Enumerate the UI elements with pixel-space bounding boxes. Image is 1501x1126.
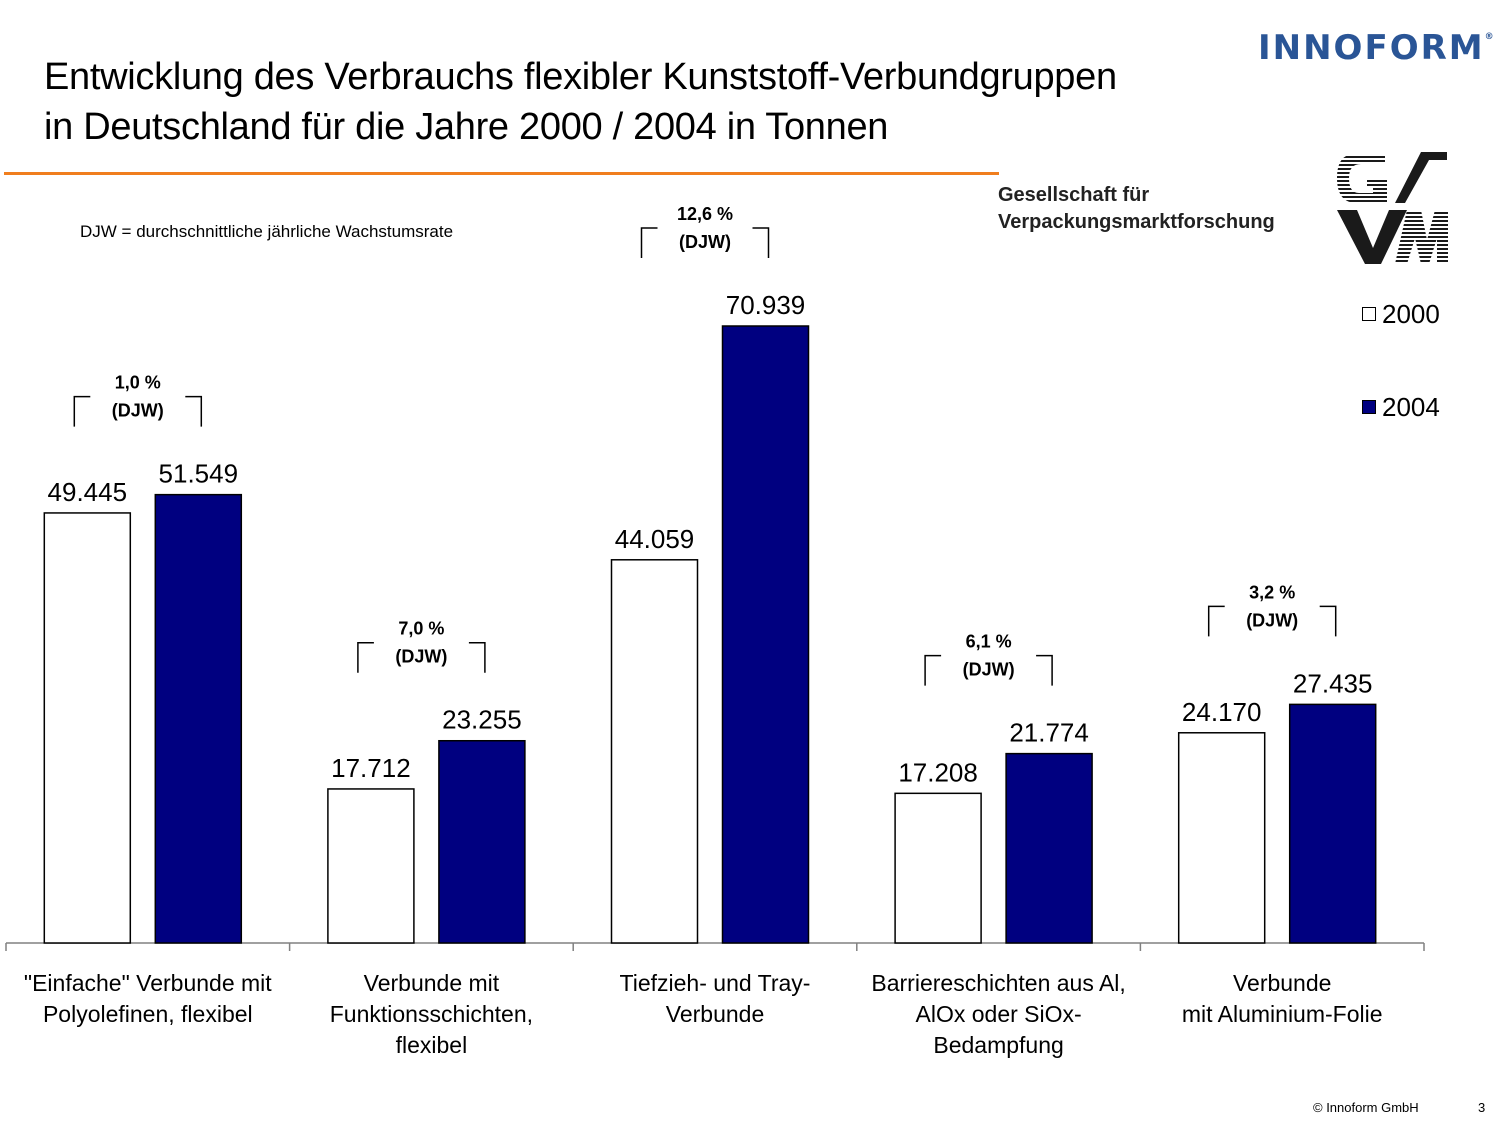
category-label: Barriereschichten aus Al, bbox=[871, 970, 1125, 996]
gvm-logo-icon bbox=[1337, 152, 1448, 264]
title-line-1: Entwicklung des Verbrauchs flexibler Kun… bbox=[44, 56, 1117, 98]
growth-rate-label: 3,2 % bbox=[1249, 582, 1295, 602]
bar-2004 bbox=[721, 325, 810, 944]
growth-unit-label: (DJW) bbox=[395, 647, 447, 667]
bar-2004 bbox=[1005, 752, 1093, 944]
legend-label-2004: 2004 bbox=[1382, 391, 1440, 422]
growth-rate-label: 7,0 % bbox=[398, 619, 444, 639]
growth-rate-label: 12,6 % bbox=[677, 204, 733, 224]
data-label: 51.549 bbox=[159, 459, 239, 489]
gvm-line-2: Verpackungsmarktforschung bbox=[998, 211, 1275, 233]
growth-bracket-left bbox=[1207, 605, 1225, 637]
growth-bracket-right bbox=[1036, 654, 1053, 686]
data-label: 49.445 bbox=[48, 477, 128, 507]
copyright-footer: © Innoform GmbH bbox=[1313, 1100, 1419, 1115]
title-line-2: in Deutschland für die Jahre 2000 / 2004… bbox=[44, 106, 889, 148]
bar-2004 bbox=[438, 739, 526, 944]
growth-bracket-left bbox=[73, 395, 91, 427]
growth-rate-label: 6,1 % bbox=[966, 632, 1012, 652]
data-label: 17.208 bbox=[898, 757, 978, 787]
category-label: Verbunde bbox=[1233, 970, 1331, 996]
gvm-name: Gesellschaft für Verpackungsmarktforschu… bbox=[998, 182, 1275, 236]
data-label: 23.255 bbox=[442, 705, 522, 735]
bar-2000 bbox=[1177, 732, 1266, 944]
category-label: "Einfache" Verbunde mit bbox=[24, 970, 272, 996]
growth-bracket-right bbox=[185, 395, 203, 427]
djw-legend-note: DJW = durchschnittliche jährliche Wachst… bbox=[80, 222, 454, 241]
data-label: 70.939 bbox=[726, 290, 806, 320]
growth-unit-label: (DJW) bbox=[679, 232, 731, 252]
bar-2004 bbox=[154, 493, 243, 944]
innoform-logo: INNOFORM® bbox=[1258, 28, 1494, 68]
legend-label-2000: 2000 bbox=[1382, 298, 1440, 329]
category-label: Funktionsschichten, bbox=[330, 1001, 533, 1027]
growth-bracket-left bbox=[640, 227, 658, 258]
legend-item-2004: 2004 bbox=[1362, 389, 1440, 425]
bar-2000 bbox=[327, 788, 415, 944]
legend-swatch-2004 bbox=[1362, 400, 1376, 414]
growth-bracket-right bbox=[752, 227, 770, 258]
growth-bracket-left bbox=[357, 641, 374, 673]
category-label: Polyolefinen, flexibel bbox=[43, 1001, 253, 1027]
chart-legend: 2000 2004 bbox=[1362, 296, 1440, 482]
category-label: Bedampfung bbox=[933, 1032, 1063, 1058]
legend-swatch-2000 bbox=[1362, 307, 1376, 321]
data-label: 21.774 bbox=[1009, 718, 1089, 748]
category-label: Verbunde mit bbox=[364, 970, 500, 996]
growth-bracket-left bbox=[924, 654, 942, 686]
growth-unit-label: (DJW) bbox=[1246, 610, 1298, 630]
title-divider bbox=[4, 172, 999, 175]
category-label: Tiefzieh- und Tray- bbox=[620, 970, 811, 996]
growth-unit-label: (DJW) bbox=[963, 660, 1015, 680]
growth-rate-label: 1,0 % bbox=[115, 373, 161, 393]
gvm-line-1: Gesellschaft für bbox=[998, 184, 1150, 206]
growth-unit-label: (DJW) bbox=[112, 401, 164, 421]
bar-2000 bbox=[43, 512, 132, 944]
category-label: Verbunde bbox=[666, 1001, 764, 1027]
page-number: 3 bbox=[1478, 1100, 1486, 1115]
page-title: Entwicklung des Verbrauchs flexibler Kun… bbox=[44, 52, 1117, 152]
bar-2000 bbox=[610, 559, 699, 944]
bar-2000 bbox=[894, 792, 982, 944]
data-label: 24.170 bbox=[1182, 697, 1262, 727]
category-label: mit Aluminium-Folie bbox=[1182, 1001, 1383, 1027]
legend-item-2000: 2000 bbox=[1362, 296, 1440, 332]
data-label: 44.059 bbox=[615, 524, 695, 554]
category-label: flexibel bbox=[396, 1032, 468, 1058]
growth-bracket-right bbox=[468, 641, 486, 673]
data-label: 17.712 bbox=[331, 753, 411, 783]
bar-2004 bbox=[1288, 703, 1377, 944]
growth-bracket-right bbox=[1319, 605, 1337, 637]
data-label: 27.435 bbox=[1293, 668, 1373, 698]
category-label: AlOx oder SiOx- bbox=[916, 1001, 1082, 1027]
